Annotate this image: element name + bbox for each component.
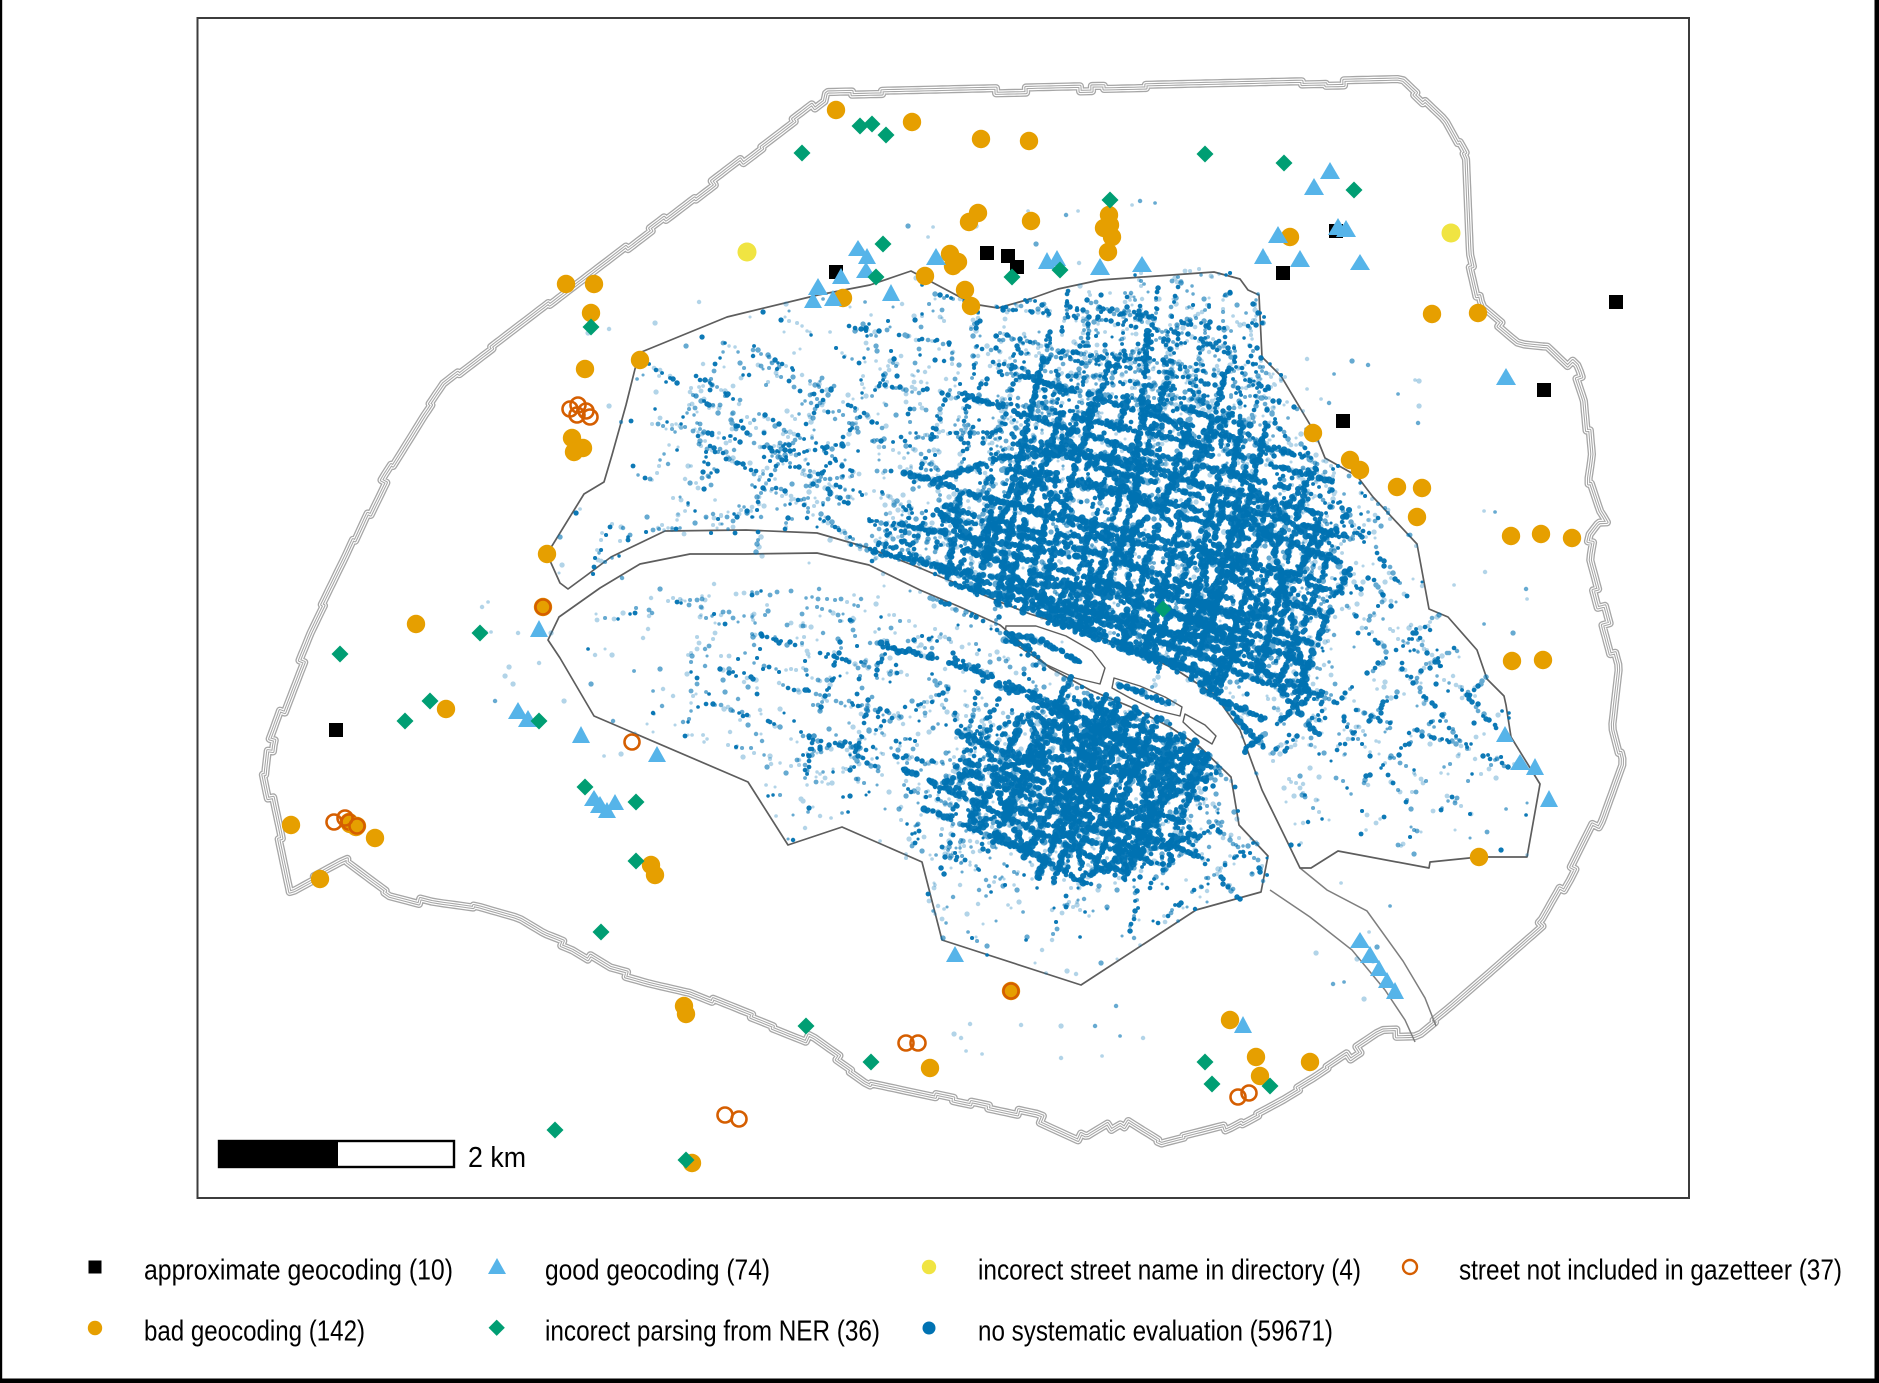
svg-text:street not included in gazette: street not included in gazetteer (37) xyxy=(1459,1255,1842,1287)
svg-text:incorect parsing from NER (36): incorect parsing from NER (36) xyxy=(545,1316,880,1348)
svg-text:no systematic evaluation (5967: no systematic evaluation (59671) xyxy=(978,1316,1333,1348)
svg-text:good geocoding (74): good geocoding (74) xyxy=(545,1255,770,1287)
svg-text:approximate geocoding (10): approximate geocoding (10) xyxy=(144,1255,453,1287)
svg-text:incorect street name in direct: incorect street name in directory (4) xyxy=(978,1255,1361,1287)
svg-text:2 km: 2 km xyxy=(468,1142,526,1174)
svg-text:bad geocoding (142): bad geocoding (142) xyxy=(144,1316,365,1348)
